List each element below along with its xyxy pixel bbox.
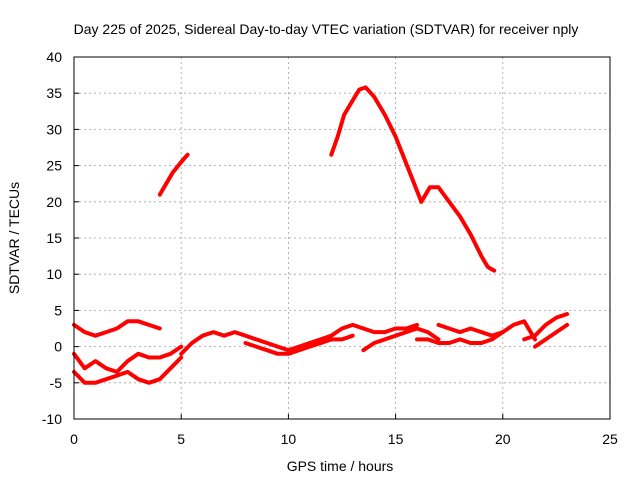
y-tick-label: 15	[46, 230, 62, 246]
series-trace-m-late	[522, 312, 570, 342]
y-tick-label: 25	[46, 158, 62, 174]
y-tick-label: 40	[46, 49, 62, 65]
y-tick-label: 30	[46, 121, 62, 137]
y-tick-label: -10	[42, 411, 62, 427]
series-trace-b-peak	[329, 85, 424, 204]
y-axis-label: SDTVAR / TECUs	[6, 182, 22, 294]
series-trace-j-afternoon-2	[361, 326, 441, 353]
series-trace-a-high-evening	[157, 152, 190, 197]
x-tick-label: 20	[495, 431, 511, 447]
series-trace-n-late-2	[533, 322, 570, 349]
x-tick-label: 15	[388, 431, 404, 447]
series-trace-g-day-baseline	[179, 330, 334, 356]
series-trace-c-decay	[419, 185, 497, 273]
series-trace-i-afternoon-rise	[307, 322, 419, 345]
y-tick-label: 5	[54, 302, 62, 318]
series-trace-l-evening-2	[436, 322, 505, 338]
grid	[74, 57, 610, 419]
y-tick-label: 10	[46, 266, 62, 282]
x-tick-label: 0	[70, 431, 78, 447]
series-trace-e-early-low-1	[72, 344, 184, 374]
chart-title: Day 225 of 2025, Sidereal Day-to-day VTE…	[74, 21, 579, 37]
x-tick-label: 25	[602, 431, 618, 447]
series-group	[72, 85, 570, 385]
y-tick-label: 35	[46, 85, 62, 101]
y-tick-label: 20	[46, 194, 62, 210]
series-trace-d-early-upper	[72, 319, 162, 338]
y-tick-label: -5	[50, 375, 63, 391]
ticks: 0 5 10 15 20 25 -10 -5 0 5 10 15 20 25 30 35 40	[42, 49, 618, 447]
x-tick-label: 5	[177, 431, 185, 447]
y-tick-label: 0	[54, 339, 62, 355]
series-trace-f-early-low-2	[72, 355, 184, 385]
series-trace-k-evening-baseline	[415, 319, 537, 345]
series-trace-h-day-baseline-2	[243, 333, 355, 356]
x-tick-label: 10	[281, 431, 297, 447]
x-axis-label: GPS time / hours	[287, 458, 394, 474]
